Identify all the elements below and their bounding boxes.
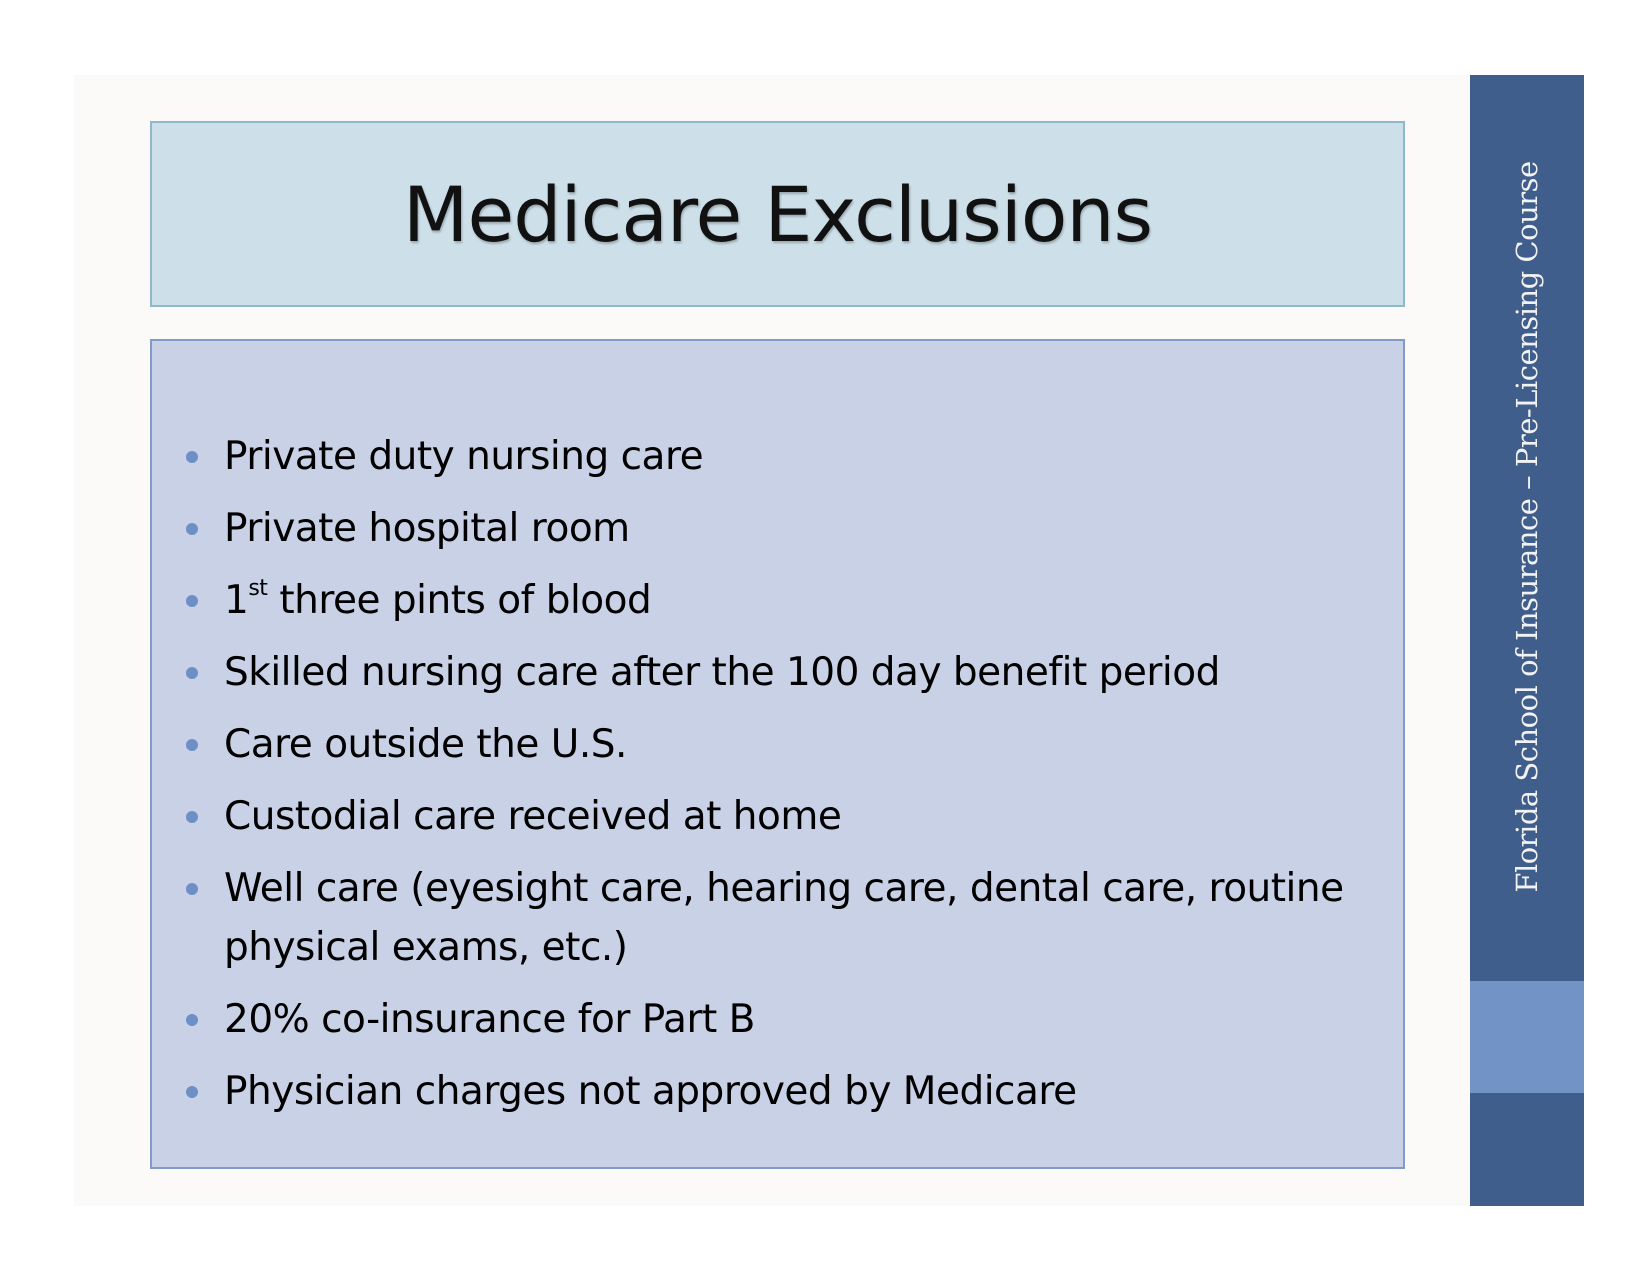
bullet-item: Care outside the U.S. xyxy=(152,715,1344,774)
bullet-icon xyxy=(186,451,198,463)
bullet-list: Private duty nursing care Private hospit… xyxy=(152,427,1344,1134)
bullet-item: Private duty nursing care xyxy=(152,427,1344,486)
bullet-text: Well care (eyesight care, hearing care, … xyxy=(224,866,1344,970)
bullet-icon xyxy=(186,667,198,679)
bullet-icon xyxy=(186,1086,198,1098)
bullet-text: Private hospital room xyxy=(224,506,630,551)
title-box: Medicare Exclusions xyxy=(150,121,1405,307)
bullet-icon xyxy=(186,1014,198,1026)
bullet-text: Skilled nursing care after the 100 day b… xyxy=(224,650,1220,695)
content-box: Private duty nursing care Private hospit… xyxy=(150,339,1405,1169)
superscript: st xyxy=(248,576,268,601)
sidebar-course-label: Florida School of Insurance – Pre-Licens… xyxy=(1510,161,1544,893)
bullet-item: 1st three pints of blood xyxy=(152,571,1344,630)
bullet-text: Care outside the U.S. xyxy=(224,722,627,767)
bullet-item: Custodial care received at home xyxy=(152,787,1344,846)
bullet-icon xyxy=(186,811,198,823)
bullet-icon xyxy=(186,883,198,895)
bullet-text: Custodial care received at home xyxy=(224,794,842,839)
bullet-icon xyxy=(186,523,198,535)
bullet-item: Physician charges not approved by Medica… xyxy=(152,1062,1344,1121)
bullet-text: Physician charges not approved by Medica… xyxy=(224,1069,1077,1114)
bullet-text-prefix: 1 xyxy=(224,578,249,623)
sidebar-accent-band xyxy=(1470,981,1584,1093)
bullet-icon xyxy=(186,739,198,751)
bullet-text: 20% co-insurance for Part B xyxy=(224,997,755,1042)
bullet-item: Skilled nursing care after the 100 day b… xyxy=(152,643,1344,702)
bullet-item: Private hospital room xyxy=(152,499,1344,558)
sidebar: Florida School of Insurance – Pre-Licens… xyxy=(1470,75,1584,1206)
bullet-item: 20% co-insurance for Part B xyxy=(152,990,1344,1049)
slide-title: Medicare Exclusions xyxy=(402,169,1153,259)
bullet-text: Private duty nursing care xyxy=(224,434,704,479)
bullet-item: Well care (eyesight care, hearing care, … xyxy=(152,859,1344,977)
bullet-text: three pints of blood xyxy=(267,578,652,623)
bullet-icon xyxy=(186,595,198,607)
